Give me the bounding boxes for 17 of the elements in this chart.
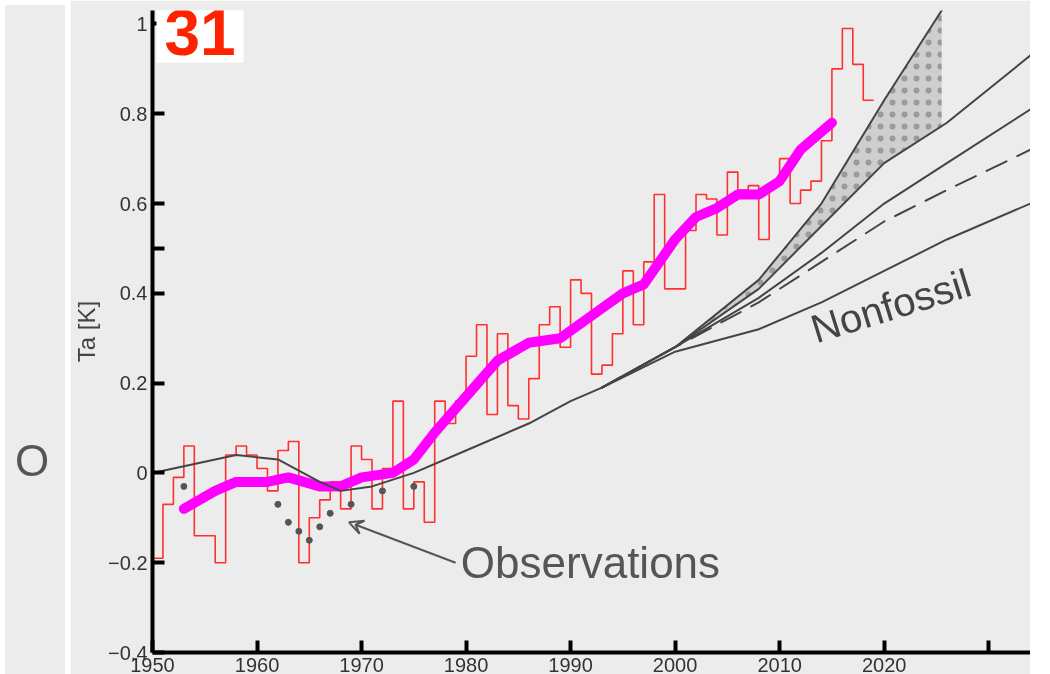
x-tick-label: 1970: [339, 653, 384, 674]
x-tick-label: 1960: [234, 653, 280, 674]
y-tick-label: 0.6: [119, 192, 148, 215]
x-tick-label: 2000: [652, 653, 698, 674]
y-tick-label: −0.2: [108, 551, 148, 574]
y-tick-label: 1: [136, 12, 148, 35]
text: O: [15, 435, 50, 487]
annotation: Observations: [460, 538, 721, 588]
y-tick-label: 0.8: [119, 102, 148, 125]
y-tick-label: 0.4: [119, 282, 148, 305]
y-axis-title: Ta [K]: [73, 300, 101, 363]
x-tick-label: 2020: [861, 653, 907, 674]
x-tick-label: 2010: [757, 653, 802, 674]
y-tick-label: 0.2: [119, 372, 148, 395]
y-tick-label: 0: [136, 461, 148, 484]
x-tick-label: 1980: [443, 653, 489, 674]
x-tick-label: 1990: [548, 653, 593, 674]
